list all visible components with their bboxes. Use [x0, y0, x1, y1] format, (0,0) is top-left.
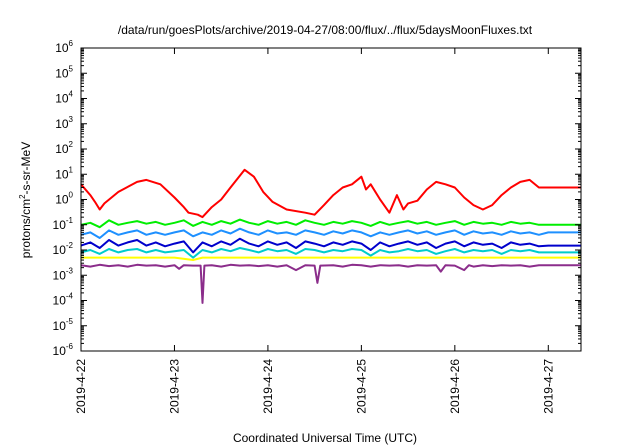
y-tick-exponent: 3	[69, 115, 74, 124]
series-layer	[80, 168, 581, 304]
y-tick-label: 106	[55, 39, 73, 55]
y-tick-label: 10-5	[53, 317, 74, 333]
series-line-6	[81, 256, 581, 261]
y-tick-base: 10	[53, 294, 67, 308]
y-tick-exponent: -6	[66, 342, 74, 351]
y-tick-exponent: -4	[66, 292, 74, 301]
series-line-4	[80, 237, 581, 254]
y-tick-base: 10	[55, 167, 69, 181]
y-tick-label: 10-6	[53, 342, 74, 358]
plot-frame	[80, 47, 582, 352]
series-line-5	[80, 247, 581, 259]
y-tick-base: 10	[53, 319, 67, 333]
y-tick-label: 100	[55, 191, 73, 207]
y-axis-label-base: protons/cm	[19, 199, 33, 258]
y-tick-exponent: -1	[66, 216, 74, 225]
y-axis: 10-610-510-410-310-210-11001011021031041…	[53, 39, 581, 358]
y-tick-base: 10	[53, 218, 67, 232]
y-tick-exponent: 1	[69, 165, 74, 174]
y-tick-label: 10-1	[53, 216, 74, 232]
y-tick-exponent: -2	[66, 241, 74, 250]
y-axis-label-rest: -s-sr-MeV	[19, 142, 33, 195]
y-tick-label: 103	[55, 115, 73, 131]
y-tick-exponent: 6	[69, 39, 74, 48]
y-tick-exponent: 2	[69, 140, 74, 149]
y-tick-exponent: 5	[69, 64, 74, 73]
y-tick-exponent: -5	[66, 317, 74, 326]
x-axis-label: Coordinated Universal Time (UTC)	[233, 431, 417, 445]
series-line-2	[80, 218, 581, 229]
x-tick-label: 2019-4-26	[448, 359, 462, 414]
y-tick-base: 10	[55, 193, 69, 207]
y-tick-base: 10	[53, 344, 67, 358]
x-tick-label: 2019-4-27	[541, 359, 555, 414]
x-axis: 2019-4-22 2019-4-23 2019-4-24 2019-4-25 2019…	[74, 48, 555, 414]
y-tick-exponent: -3	[66, 266, 74, 275]
x-tick-label: 2019-4-22	[74, 359, 88, 414]
series-line-1	[80, 168, 581, 219]
y-tick-base: 10	[55, 92, 69, 106]
y-tick-label: 10-2	[53, 241, 74, 257]
series-line-7	[80, 263, 581, 304]
x-tick-label: 2019-4-24	[261, 359, 275, 414]
y-tick-base: 10	[55, 117, 69, 131]
chart-title: /data/run/goesPlots/archive/2019-04-27/0…	[118, 23, 533, 37]
y-tick-label: 10-4	[53, 292, 74, 308]
y-tick-label: 104	[55, 90, 73, 106]
x-tick-label: 2019-4-25	[354, 359, 368, 414]
y-tick-exponent: 4	[69, 90, 74, 99]
y-tick-base: 10	[55, 142, 69, 156]
series-line-3	[80, 227, 581, 239]
y-tick-label: 101	[55, 165, 73, 181]
y-tick-label: 105	[55, 64, 73, 80]
y-tick-base: 10	[55, 41, 69, 55]
y-tick-exponent: 0	[69, 191, 74, 200]
y-tick-base: 10	[55, 66, 69, 80]
y-tick-base: 10	[53, 268, 67, 282]
y-tick-label: 10-3	[53, 266, 74, 282]
y-tick-base: 10	[53, 243, 67, 257]
y-tick-label: 102	[55, 140, 73, 156]
x-tick-label: 2019-4-23	[167, 359, 181, 414]
y-axis-label: protons/cm2-s-sr-MeV	[18, 142, 33, 258]
y-axis-label-sup: 2	[18, 194, 27, 199]
